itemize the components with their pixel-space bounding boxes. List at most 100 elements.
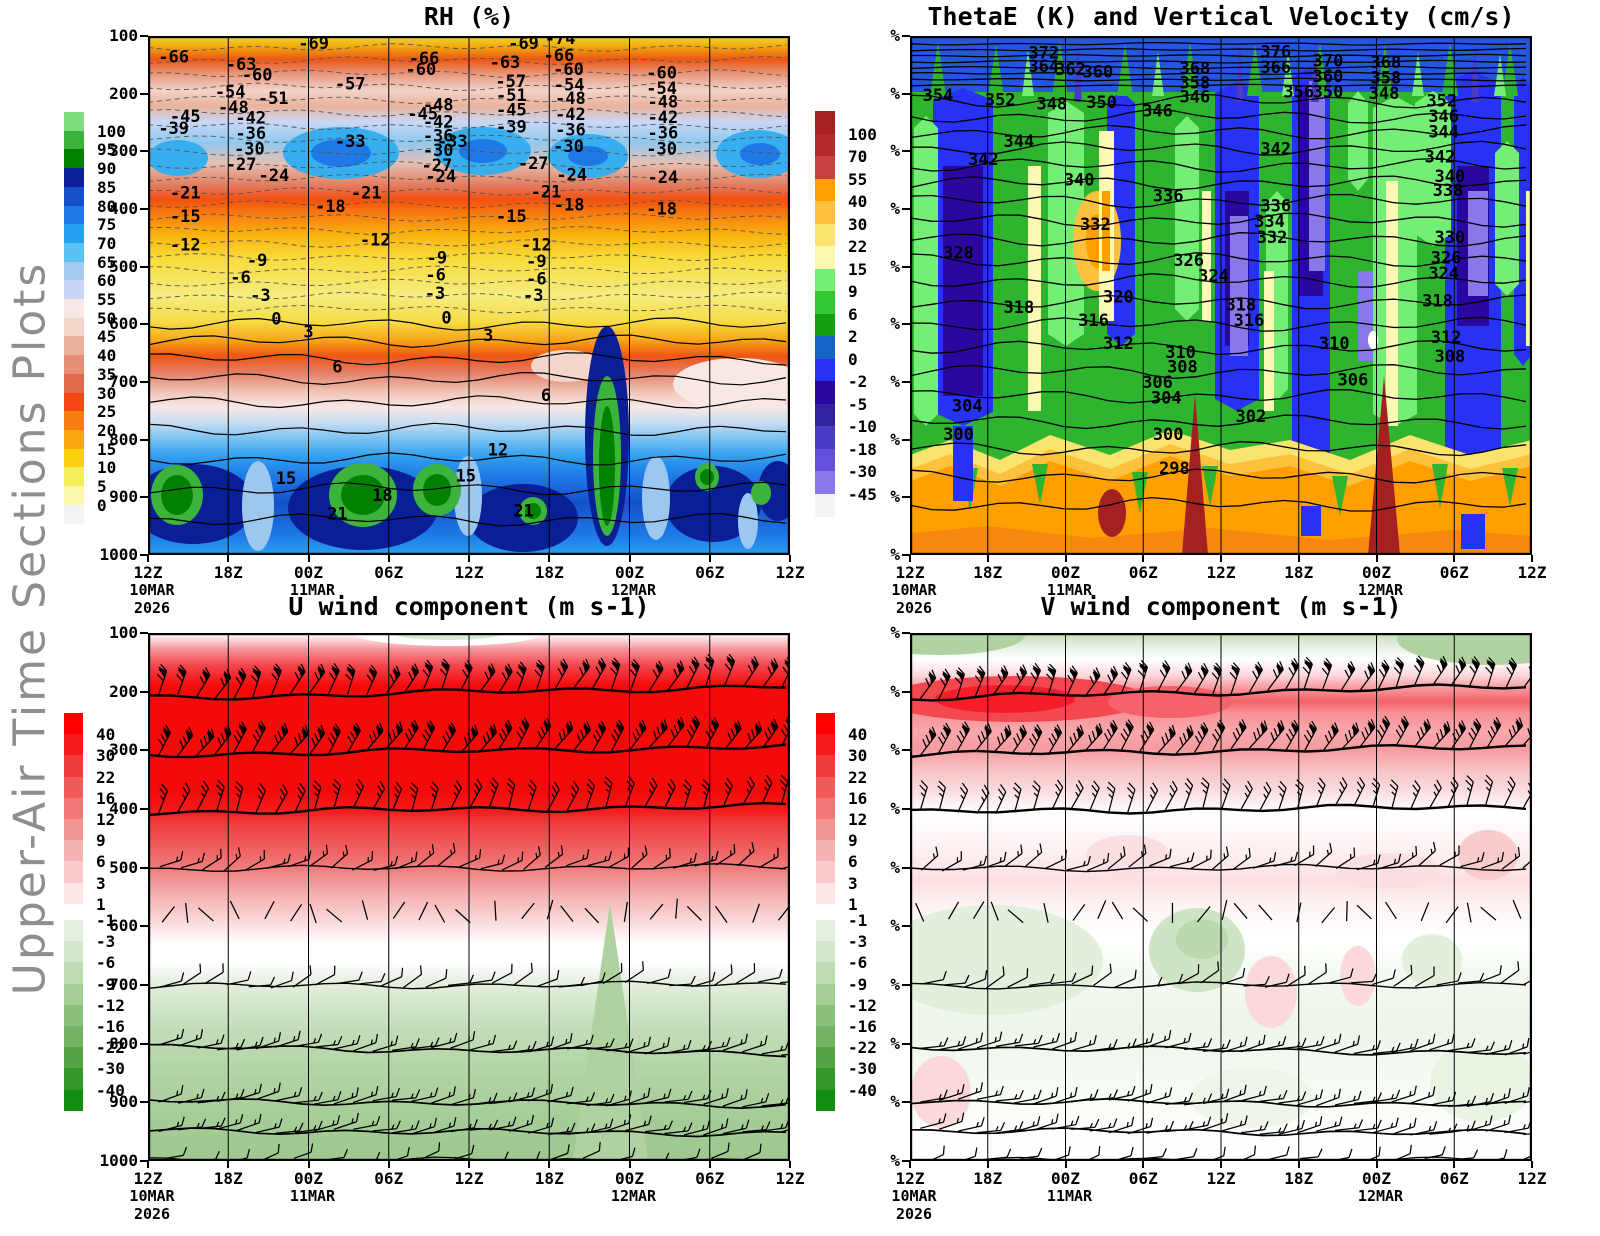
date-label: 2026: [895, 599, 933, 617]
percent-tick-label: %: [890, 199, 900, 218]
contour-label: 338: [1433, 181, 1464, 201]
plot-frame: [148, 36, 790, 555]
colorbar-segment: [815, 381, 835, 405]
percent-tick-label: %: [890, 857, 900, 877]
contour-label: 340: [1064, 171, 1095, 191]
contour-labels: -66-69-63-60 -57-66-60-54 -51-48-45 -42-39-…: [158, 36, 678, 524]
date-label: 12MAR: [610, 1187, 657, 1205]
colorbar-segment: [64, 336, 84, 356]
y-tick-mark: [140, 92, 148, 95]
colorbar-segment: [815, 268, 835, 292]
colorbar-tick-label: 75: [97, 215, 117, 235]
contour-label: -57: [335, 75, 366, 95]
x-tick-mark: [227, 1161, 230, 1168]
colorbar-tick-label: 80: [97, 196, 117, 216]
colorbar-segment: [816, 755, 835, 778]
contour-label: -45: [496, 101, 527, 121]
contour-label: 308: [1435, 347, 1466, 367]
contour-label: -15: [496, 207, 527, 227]
thetae-columns: [910, 36, 1532, 526]
contour-label: 366: [1260, 58, 1291, 78]
x-tick-label: 18Z: [534, 1169, 564, 1188]
x-tick-mark: [1220, 1161, 1222, 1168]
colorbar-segment: [64, 317, 84, 337]
contour-label: 306: [1338, 371, 1369, 391]
contour-label: 372: [1028, 44, 1059, 64]
y-tick-mark: [902, 690, 910, 693]
colorbar-tick-label: -3: [96, 932, 116, 952]
y-tick-mark: [902, 381, 910, 383]
time-gridlines: [987, 633, 1455, 1161]
colorbar-tick-label: -30: [848, 1059, 877, 1079]
x-tick-label: 00Z: [615, 563, 644, 582]
contour-label: -9: [427, 249, 447, 269]
colorbar-segment: [64, 819, 83, 841]
x-tick-label: 00Z: [1362, 563, 1391, 582]
colorbar-tick-label: -45: [848, 484, 877, 504]
colorbar-tick-label: 40: [97, 346, 117, 366]
colorbar-tick-label: 9: [848, 831, 858, 851]
contour-label: 334: [1254, 212, 1285, 232]
contour-label: -21: [170, 184, 201, 204]
contour-label: 368: [1370, 53, 1401, 73]
percent-tick-label: %: [890, 545, 900, 564]
pressure-tick-label: 100: [109, 26, 138, 45]
pressure-tick-label: 700: [109, 975, 138, 994]
colorbar-tick-label: 3: [96, 873, 106, 893]
date-label: 10MAR: [891, 581, 937, 599]
contour-label: -74: [545, 36, 576, 49]
percent-tick-label: %: [890, 1151, 900, 1170]
x-tick-mark: [1453, 555, 1456, 562]
y-tick-mark: [902, 808, 910, 810]
colorbar-segment: [64, 355, 84, 375]
x-tick-label: 06Z: [1439, 1169, 1469, 1188]
contour-label: -57: [495, 72, 526, 92]
colorbar-tick-label: 12: [96, 810, 116, 829]
contour-label: -42: [235, 108, 266, 128]
contour-label: 330: [1435, 228, 1466, 248]
x-tick-mark: [986, 1161, 989, 1168]
wind-barb-row: [910, 774, 1532, 815]
x-tick-label: 12Z: [454, 563, 484, 582]
colorbar-segment: [64, 920, 83, 942]
contour-label: -48: [218, 98, 249, 118]
percent-tick-label: %: [890, 681, 900, 701]
contour-label: 21: [327, 504, 347, 524]
pressure-tick-label: 600: [109, 314, 138, 334]
x-tick-label: 12Z: [895, 1169, 925, 1188]
colorbar-tick-label: -5: [848, 394, 868, 414]
x-tick-mark: [909, 1161, 911, 1168]
contour-label: 326: [1173, 251, 1204, 271]
colorbar-tick-label: 16: [96, 788, 116, 808]
contour-label: -54: [215, 82, 246, 102]
colorbar-segment: [64, 1026, 83, 1048]
contour-label: -42: [555, 105, 586, 125]
contour-label: 358: [1370, 68, 1401, 88]
colorbar-tick-label: -30: [848, 462, 877, 481]
contour-label: 328: [943, 243, 974, 263]
contour-label: 310: [1165, 343, 1196, 363]
colorbar-tick-label: 70: [848, 147, 868, 166]
x-tick-label: 06Z: [374, 1169, 404, 1188]
colorbar-tick-label: -16: [96, 1017, 125, 1036]
date-label: 11MAR: [289, 1187, 336, 1205]
colorbar-segment: [64, 983, 83, 1006]
percent-tick-label: %: [890, 975, 900, 994]
contour-label: -27: [226, 155, 257, 175]
y-tick-mark: [902, 1160, 910, 1162]
colorbar-tick-label: -22: [848, 1038, 877, 1058]
pressure-tick-label: 900: [109, 487, 138, 507]
colorbar-tick-label: -40: [848, 1080, 877, 1100]
y-tick-mark: [902, 35, 910, 37]
plot-frame: [910, 36, 1532, 555]
contour-label: -66: [544, 46, 575, 66]
pressure-tick-label: 500: [109, 256, 138, 276]
colorbar-segment: [64, 130, 84, 150]
v-wind-plot-canvas: [910, 633, 1532, 1161]
contour-label: -54: [554, 76, 585, 96]
contour-label: -36: [235, 124, 266, 144]
plot-frame: [148, 633, 790, 1161]
temperature-contour-lines: [148, 43, 787, 527]
colorbar-tick-label: 6: [848, 304, 858, 324]
date-label: 10MAR: [129, 1187, 175, 1205]
